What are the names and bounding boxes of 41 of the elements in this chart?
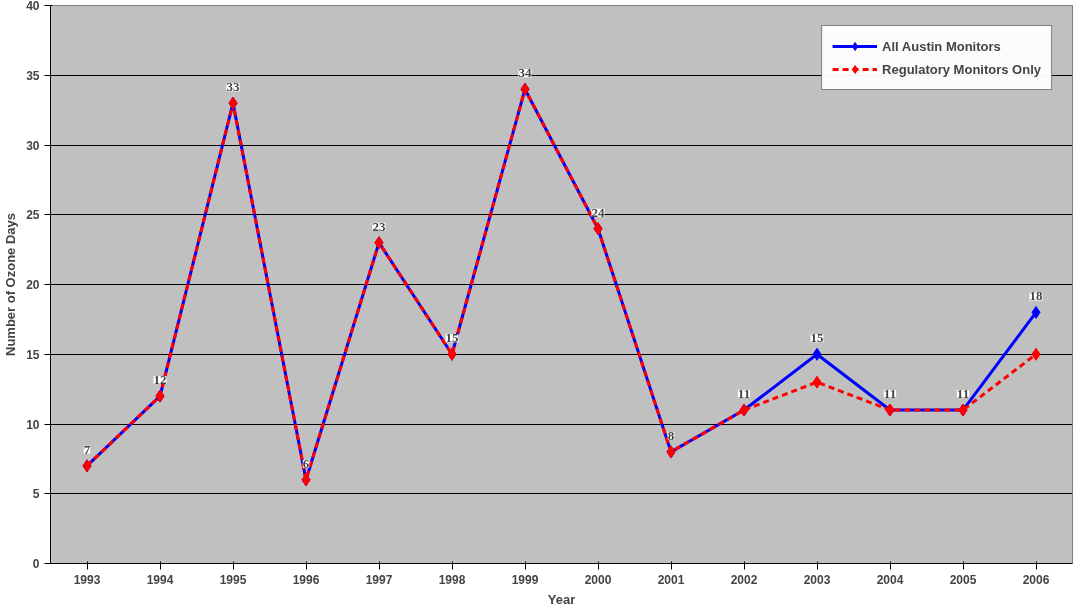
x-tick-label: 2005	[949, 572, 977, 587]
y-tick-label: 10	[26, 417, 40, 432]
x-tick-label: 1997	[365, 572, 393, 587]
legend-label: Regulatory Monitors Only	[882, 61, 1041, 77]
y-tick-label: 35	[26, 68, 40, 83]
data-label: 23	[372, 218, 386, 234]
y-tick-label: 25	[26, 208, 40, 223]
y-tick-label: 20	[26, 278, 40, 292]
data-label: 8	[667, 427, 675, 443]
data-label: 11	[883, 386, 897, 402]
x-tick-label: 1999	[511, 572, 539, 587]
x-tick-label: 1998	[438, 572, 466, 587]
data-label: 12	[153, 372, 167, 388]
data-label: 24	[591, 204, 605, 220]
y-tick-label: 0	[32, 557, 40, 571]
x-tick-label: 2002	[730, 572, 758, 587]
x-tick-label: 1993	[73, 572, 101, 587]
x-tick-label: 2001	[657, 572, 685, 587]
x-tick-label: 2006	[1022, 572, 1050, 587]
x-tick-label: 1994	[146, 572, 174, 587]
legend-label: All Austin Monitors	[882, 38, 1001, 54]
data-label: 6	[302, 455, 310, 471]
data-label: 11	[737, 386, 751, 402]
data-label: 18	[1029, 288, 1043, 304]
data-label: 7	[83, 441, 91, 457]
x-tick-label: 1995	[219, 572, 247, 587]
data-label: 15	[810, 330, 824, 346]
y-tick-label: 40	[26, 0, 40, 13]
y-axis-title: Number of Ozone Days	[3, 212, 19, 357]
y-tick-label: 5	[32, 487, 40, 502]
x-tick-label: 2004	[876, 572, 904, 587]
x-tick-label: 2003	[803, 572, 831, 587]
data-label: 15	[445, 330, 459, 346]
data-label: 34	[518, 65, 532, 81]
x-axis-title: Year	[547, 591, 576, 607]
y-tick-label: 15	[26, 347, 40, 362]
y-tick-label: 30	[26, 138, 40, 153]
data-label: 11	[956, 386, 970, 402]
x-tick-label: 1996	[292, 572, 320, 587]
data-label: 33	[226, 79, 240, 95]
x-tick-label: 2000	[584, 572, 612, 587]
